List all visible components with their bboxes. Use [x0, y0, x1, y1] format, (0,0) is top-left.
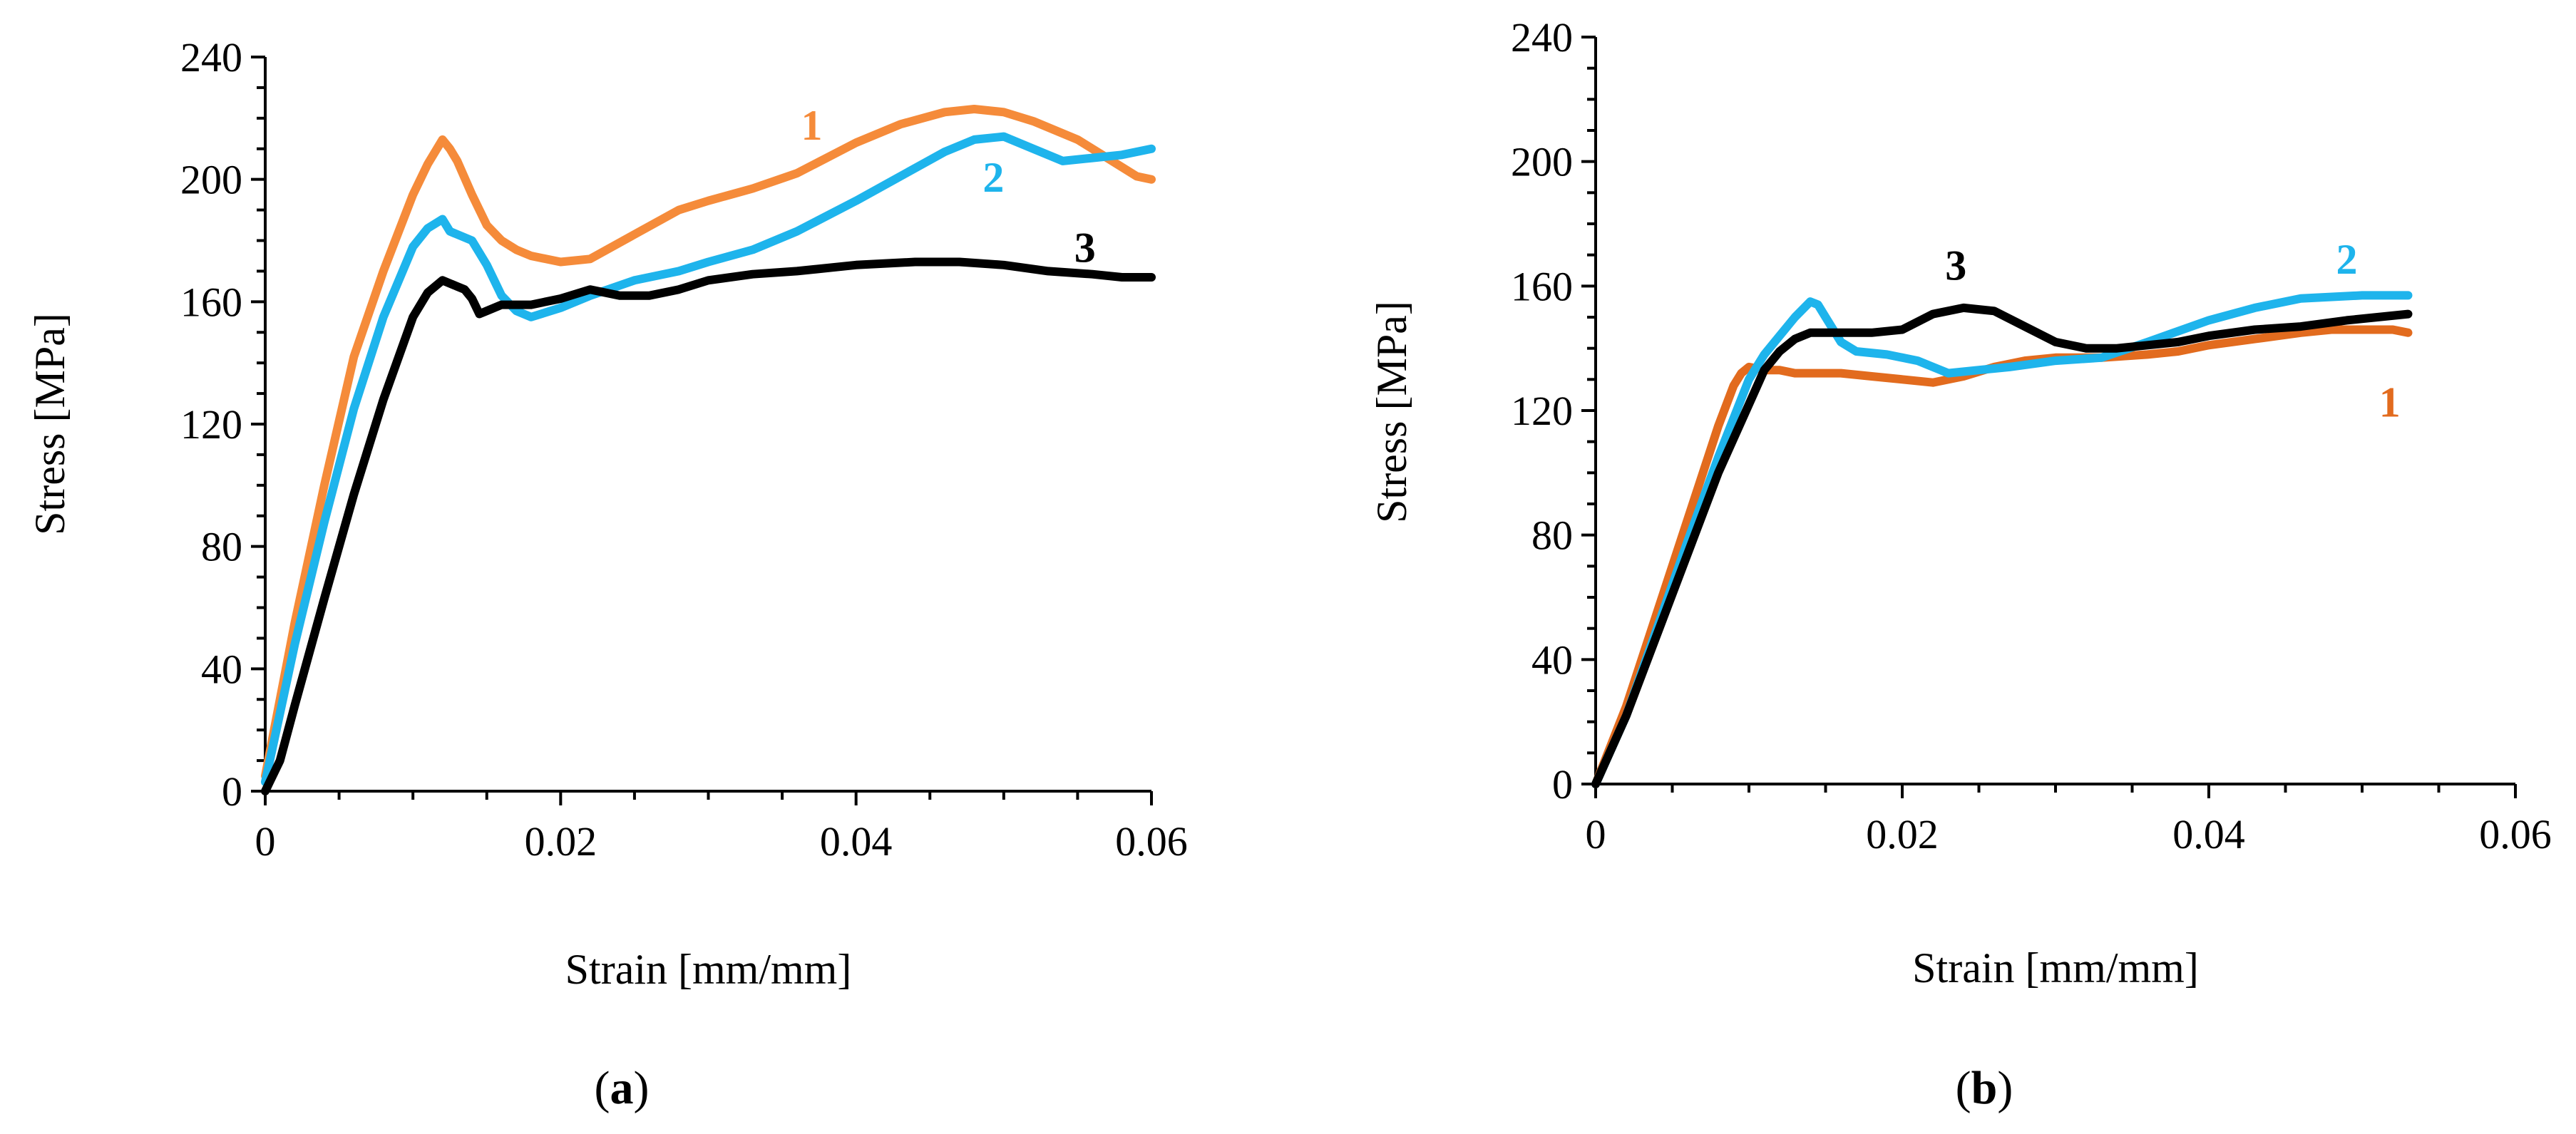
series-3-label: 3 — [1945, 242, 1966, 289]
x-axis-title: Strain [mm/mm] — [565, 946, 852, 993]
x-tick-label: 0.06 — [2479, 811, 2552, 857]
series-3-label: 3 — [1074, 225, 1096, 272]
y-axis-title: Stress [MPa] — [26, 313, 73, 535]
y-tick-label: 200 — [1511, 139, 1573, 185]
y-tick-label: 120 — [1511, 388, 1573, 434]
y-tick-label: 40 — [201, 646, 242, 692]
x-tick-label: 0 — [1586, 811, 1606, 857]
series-1-label: 1 — [2379, 379, 2401, 426]
y-axis-title: Stress [MPa] — [1368, 301, 1415, 523]
y-tick-label: 160 — [1511, 263, 1573, 309]
series-2-label: 2 — [2336, 236, 2358, 283]
x-tick-label: 0.06 — [1115, 818, 1188, 865]
chart-panel-a: 0 40 80 120 160 200 240 0 0.02 0.04 0.06 Stress [MP… — [26, 34, 1188, 1114]
panel-caption: (b) — [1956, 1062, 2013, 1114]
y-tick-label: 200 — [180, 157, 242, 203]
y-tick-label: 240 — [180, 34, 242, 81]
x-tick-label: 0.02 — [525, 818, 597, 865]
series-3-line — [1591, 303, 2413, 788]
x-tick-label: 0.04 — [2172, 811, 2245, 857]
y-tick-label: 80 — [201, 524, 242, 570]
panel-caption: (a) — [595, 1062, 650, 1114]
y-tick-label: 80 — [1531, 512, 1573, 559]
panel-caption-close: ) — [1997, 1062, 2013, 1114]
series-1-label: 1 — [801, 102, 823, 149]
panel-caption-letter: a — [610, 1062, 634, 1114]
panel-caption-letter: b — [1971, 1062, 1998, 1114]
series-1-line — [261, 105, 1156, 780]
y-tick-label: 40 — [1531, 636, 1573, 683]
y-tick-label: 120 — [180, 401, 242, 448]
panel-caption-open: ( — [595, 1062, 610, 1114]
y-tick-label: 0 — [222, 768, 242, 815]
x-axis-title: Strain [mm/mm] — [1912, 944, 2199, 991]
panel-caption-open: ( — [1956, 1062, 1971, 1114]
series-2-line — [1591, 291, 2413, 788]
x-tick-label: 0.04 — [820, 818, 893, 865]
chart-panel-b: 0 40 80 120 160 200 240 0 0.02 0.04 0.06 Stress [MP… — [1368, 14, 2552, 1114]
y-tick-label: 160 — [180, 279, 242, 325]
series-2-line — [261, 132, 1156, 787]
series-3-line — [261, 257, 1156, 795]
x-tick-label: 0.02 — [1866, 811, 1939, 857]
y-tick-label: 240 — [1511, 14, 1573, 61]
series-2-label: 2 — [982, 154, 1004, 201]
panel-caption-close: ) — [634, 1062, 650, 1114]
y-tick-label: 0 — [1552, 761, 1573, 808]
x-tick-label: 0 — [255, 818, 276, 865]
series-1-line — [1591, 325, 2413, 788]
